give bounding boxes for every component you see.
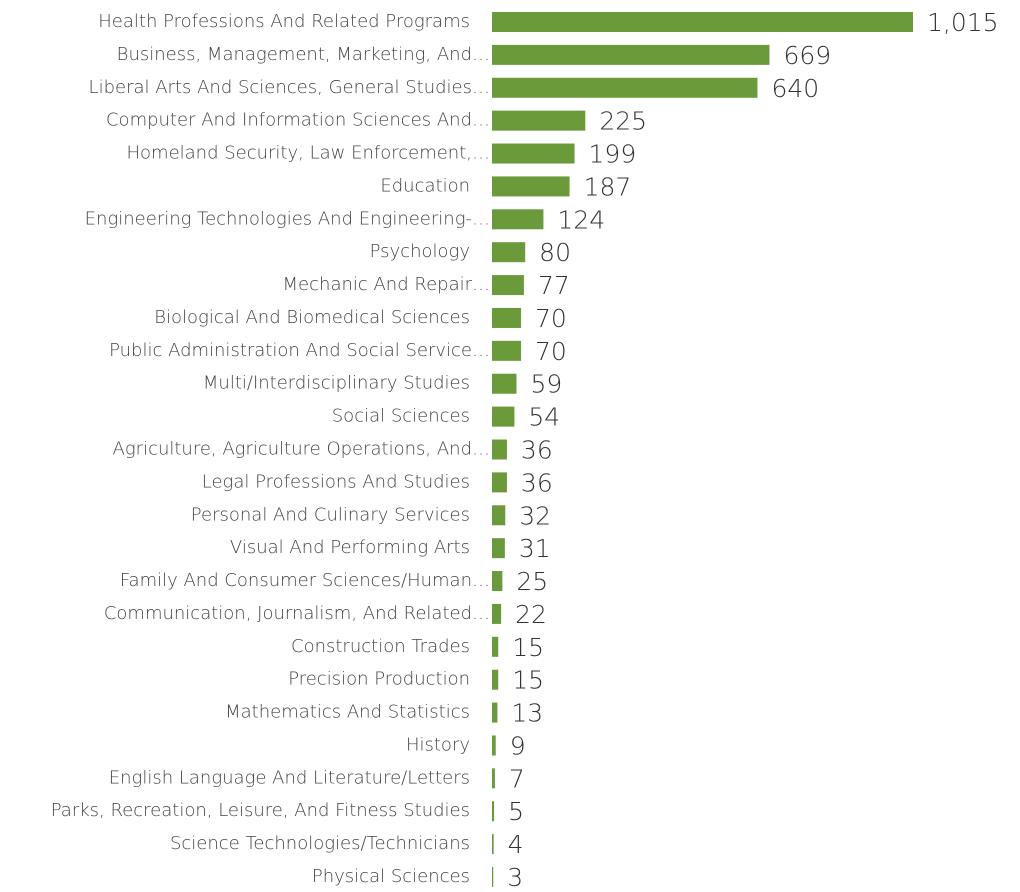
bar [492, 636, 499, 657]
bar [492, 44, 770, 65]
bar [492, 867, 494, 887]
bar [492, 209, 544, 230]
category-label: Mathematics And Statistics [225, 702, 470, 723]
value-label: 70 [535, 304, 567, 333]
value-label: 15 [512, 633, 544, 662]
value-label: 5 [508, 797, 524, 826]
value-label: 199 [589, 140, 637, 169]
category-label: Engineering Technologies And Engineering… [85, 208, 490, 229]
category-label: English Language And Literature/Letters [109, 767, 470, 788]
value-label: 36 [521, 468, 553, 497]
value-label: 25 [516, 567, 548, 596]
bar [492, 538, 505, 559]
bar [492, 307, 522, 328]
bar [492, 702, 498, 723]
value-label: 4 [508, 830, 524, 859]
bar [492, 472, 507, 493]
category-label: Public Administration And Social Service… [109, 340, 490, 361]
category-label: Biological And Biomedical Sciences [154, 307, 470, 328]
bar [492, 834, 494, 855]
value-label: 1,015 [927, 8, 999, 37]
value-label: 80 [539, 238, 571, 267]
bar [492, 505, 506, 526]
value-label: 187 [584, 172, 632, 201]
category-label: Science Technologies/Technicians [170, 833, 470, 854]
bar [492, 176, 570, 197]
bar [492, 340, 522, 361]
bar [492, 801, 495, 822]
value-label: 640 [771, 74, 819, 103]
category-label: History [406, 734, 470, 755]
category-label: Business, Management, Marketing, And… [117, 44, 490, 65]
value-label: 36 [521, 436, 553, 465]
bar [492, 571, 503, 592]
bar [492, 406, 515, 427]
bar [492, 143, 575, 164]
category-label: Education [380, 175, 470, 196]
bar [492, 77, 758, 98]
bar [492, 242, 526, 263]
value-label: 225 [599, 107, 647, 136]
category-label: Psychology [370, 241, 470, 262]
category-label: Social Sciences [332, 406, 470, 427]
value-label: 15 [512, 666, 544, 695]
value-label: 22 [515, 600, 547, 629]
bar [492, 373, 517, 394]
category-label: Precision Production [288, 669, 470, 690]
value-label: 31 [519, 534, 551, 563]
value-label: 70 [535, 337, 567, 366]
category-label: Family And Consumer Sciences/Human… [120, 570, 490, 591]
category-label: Legal Professions And Studies [202, 471, 470, 492]
value-label: 669 [783, 41, 831, 70]
category-label: Physical Sciences [312, 866, 470, 887]
category-label: Mechanic And Repair… [283, 274, 490, 295]
bar [492, 110, 586, 131]
bar [492, 669, 499, 690]
category-label: Health Professions And Related Programs [98, 11, 470, 32]
value-label: 59 [530, 370, 562, 399]
bar [492, 275, 524, 296]
value-label: 54 [528, 403, 560, 432]
category-label: Computer And Information Sciences And… [106, 110, 490, 131]
category-label: Communication, Journalism, And Related… [104, 603, 490, 624]
value-label: 9 [510, 731, 526, 760]
category-label: Personal And Culinary Services [191, 504, 470, 525]
value-label: 77 [538, 271, 570, 300]
category-label: Agriculture, Agriculture Operations, And… [113, 439, 490, 460]
category-label: Multi/Interdisciplinary Studies [203, 373, 470, 394]
value-label: 32 [519, 501, 551, 530]
category-label: Homeland Security, Law Enforcement,… [126, 143, 490, 164]
value-label: 3 [507, 863, 523, 892]
category-label: Construction Trades [291, 636, 470, 657]
category-label: Visual And Performing Arts [230, 537, 470, 558]
bar [492, 768, 495, 789]
bar [492, 439, 507, 460]
bar [492, 735, 496, 756]
bar [492, 603, 502, 624]
value-label: 13 [511, 699, 543, 728]
bar [492, 12, 913, 32]
category-label: Liberal Arts And Sciences, General Studi… [89, 77, 490, 98]
category-label: Parks, Recreation, Leisure, And Fitness … [51, 800, 470, 821]
value-label: 7 [509, 764, 525, 793]
value-label: 124 [557, 205, 605, 234]
